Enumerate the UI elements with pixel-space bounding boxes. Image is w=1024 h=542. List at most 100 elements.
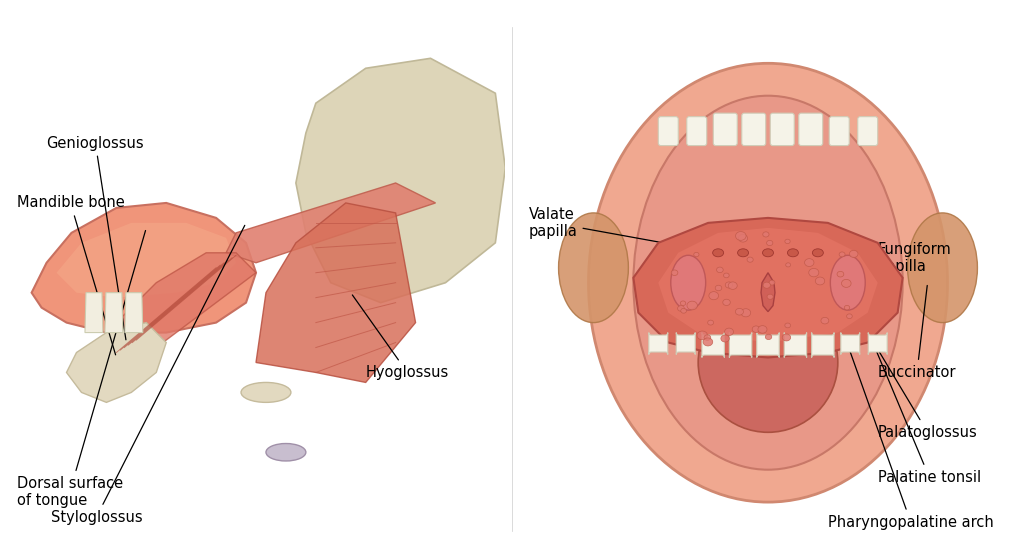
Ellipse shape: [767, 240, 773, 246]
Ellipse shape: [809, 268, 819, 277]
Text: Dorsal surface
of tongue: Dorsal surface of tongue: [16, 230, 145, 508]
Ellipse shape: [850, 250, 858, 257]
Ellipse shape: [763, 232, 769, 237]
Polygon shape: [256, 203, 416, 383]
FancyBboxPatch shape: [858, 117, 878, 146]
Text: Palatoglossus: Palatoglossus: [854, 310, 978, 440]
Ellipse shape: [703, 338, 713, 346]
Ellipse shape: [812, 249, 823, 257]
Text: Palatine tonsil: Palatine tonsil: [849, 285, 981, 485]
Text: Hyoglossus: Hyoglossus: [352, 295, 449, 380]
Text: Fungiform
papilla: Fungiform papilla: [860, 242, 951, 311]
Ellipse shape: [763, 249, 773, 257]
Ellipse shape: [821, 318, 828, 324]
FancyBboxPatch shape: [649, 333, 668, 354]
FancyBboxPatch shape: [784, 333, 807, 358]
Ellipse shape: [589, 63, 947, 502]
Text: Mandible bone: Mandible bone: [16, 196, 124, 355]
FancyBboxPatch shape: [658, 117, 678, 146]
Ellipse shape: [687, 301, 697, 310]
Ellipse shape: [763, 282, 770, 288]
Ellipse shape: [728, 282, 737, 289]
Ellipse shape: [805, 259, 814, 267]
FancyBboxPatch shape: [799, 113, 822, 146]
Ellipse shape: [844, 305, 850, 310]
FancyBboxPatch shape: [829, 117, 849, 146]
FancyBboxPatch shape: [729, 333, 752, 358]
Polygon shape: [761, 273, 775, 312]
Ellipse shape: [723, 299, 730, 306]
Ellipse shape: [738, 235, 748, 242]
Ellipse shape: [725, 282, 732, 288]
Ellipse shape: [241, 383, 291, 402]
Polygon shape: [226, 183, 435, 263]
FancyBboxPatch shape: [868, 333, 887, 354]
Ellipse shape: [721, 335, 729, 342]
Ellipse shape: [266, 443, 306, 461]
Polygon shape: [56, 223, 237, 298]
Polygon shape: [106, 253, 256, 363]
Ellipse shape: [784, 239, 791, 243]
Ellipse shape: [830, 255, 865, 310]
FancyBboxPatch shape: [757, 333, 779, 358]
Ellipse shape: [717, 267, 723, 273]
Ellipse shape: [681, 308, 686, 313]
Ellipse shape: [725, 328, 733, 335]
Ellipse shape: [769, 280, 775, 285]
Ellipse shape: [678, 306, 684, 311]
Ellipse shape: [737, 249, 749, 257]
Ellipse shape: [837, 272, 844, 277]
Ellipse shape: [758, 326, 767, 333]
FancyBboxPatch shape: [812, 333, 835, 358]
Text: Valate
papilla: Valate papilla: [528, 207, 716, 252]
Ellipse shape: [907, 213, 978, 322]
Ellipse shape: [842, 279, 851, 287]
Ellipse shape: [787, 249, 799, 257]
Polygon shape: [634, 218, 902, 358]
Polygon shape: [85, 293, 103, 333]
FancyBboxPatch shape: [676, 333, 695, 354]
Ellipse shape: [634, 96, 902, 470]
Ellipse shape: [671, 270, 678, 275]
Ellipse shape: [703, 335, 711, 340]
FancyBboxPatch shape: [841, 333, 860, 354]
Polygon shape: [658, 228, 878, 343]
Ellipse shape: [785, 263, 791, 267]
Ellipse shape: [847, 314, 852, 319]
FancyBboxPatch shape: [741, 113, 766, 146]
Ellipse shape: [671, 255, 706, 310]
Ellipse shape: [767, 294, 773, 299]
Ellipse shape: [724, 273, 729, 278]
Text: Buccinator: Buccinator: [878, 286, 956, 380]
Text: Genioglossus: Genioglossus: [46, 136, 144, 340]
Ellipse shape: [715, 285, 722, 291]
Ellipse shape: [680, 301, 686, 306]
Polygon shape: [296, 59, 505, 302]
Polygon shape: [32, 203, 256, 333]
Ellipse shape: [708, 320, 714, 325]
Ellipse shape: [815, 277, 824, 285]
Ellipse shape: [782, 334, 791, 341]
Ellipse shape: [784, 323, 791, 328]
Ellipse shape: [741, 309, 751, 317]
FancyBboxPatch shape: [770, 113, 795, 146]
Ellipse shape: [694, 253, 699, 257]
Ellipse shape: [748, 257, 754, 262]
Polygon shape: [125, 293, 142, 333]
Ellipse shape: [735, 231, 746, 240]
Ellipse shape: [698, 293, 838, 433]
Ellipse shape: [839, 252, 845, 257]
Ellipse shape: [765, 334, 772, 340]
Ellipse shape: [713, 249, 724, 257]
Ellipse shape: [709, 292, 719, 300]
Ellipse shape: [558, 213, 629, 322]
Text: Styloglossus: Styloglossus: [50, 225, 245, 525]
Text: Pharyngopalatine arch: Pharyngopalatine arch: [809, 235, 993, 530]
FancyBboxPatch shape: [701, 333, 724, 358]
FancyBboxPatch shape: [687, 117, 707, 146]
Ellipse shape: [753, 326, 760, 332]
Polygon shape: [104, 293, 123, 333]
Ellipse shape: [697, 331, 708, 340]
FancyBboxPatch shape: [714, 113, 737, 146]
Polygon shape: [67, 322, 166, 402]
